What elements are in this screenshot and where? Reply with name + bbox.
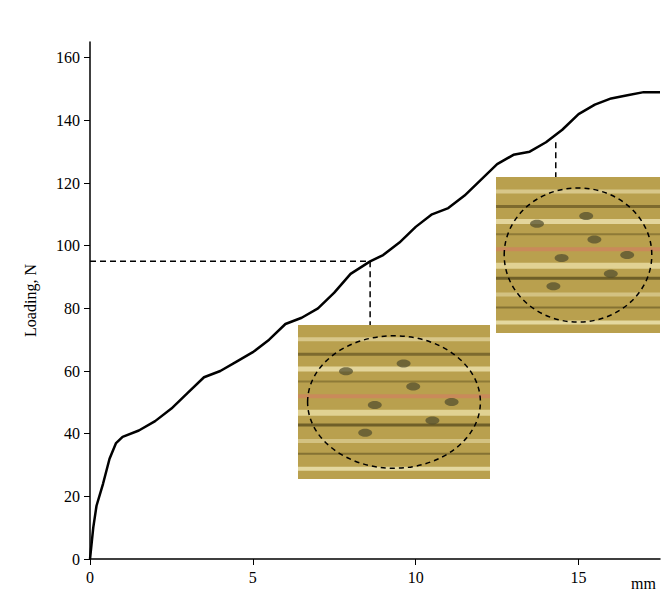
svg-text:mm: mm xyxy=(631,575,656,592)
svg-text:100: 100 xyxy=(56,237,80,254)
svg-text:160: 160 xyxy=(56,49,80,66)
svg-text:Loading, N: Loading, N xyxy=(22,264,40,337)
svg-text:120: 120 xyxy=(56,175,80,192)
svg-text:40: 40 xyxy=(64,425,80,442)
svg-text:0: 0 xyxy=(86,569,94,586)
svg-text:10: 10 xyxy=(408,569,424,586)
svg-text:15: 15 xyxy=(571,569,587,586)
svg-text:0: 0 xyxy=(72,551,80,568)
svg-text:80: 80 xyxy=(64,300,80,317)
svg-text:140: 140 xyxy=(56,112,80,129)
svg-text:60: 60 xyxy=(64,363,80,380)
svg-text:20: 20 xyxy=(64,488,80,505)
svg-text:5: 5 xyxy=(249,569,257,586)
